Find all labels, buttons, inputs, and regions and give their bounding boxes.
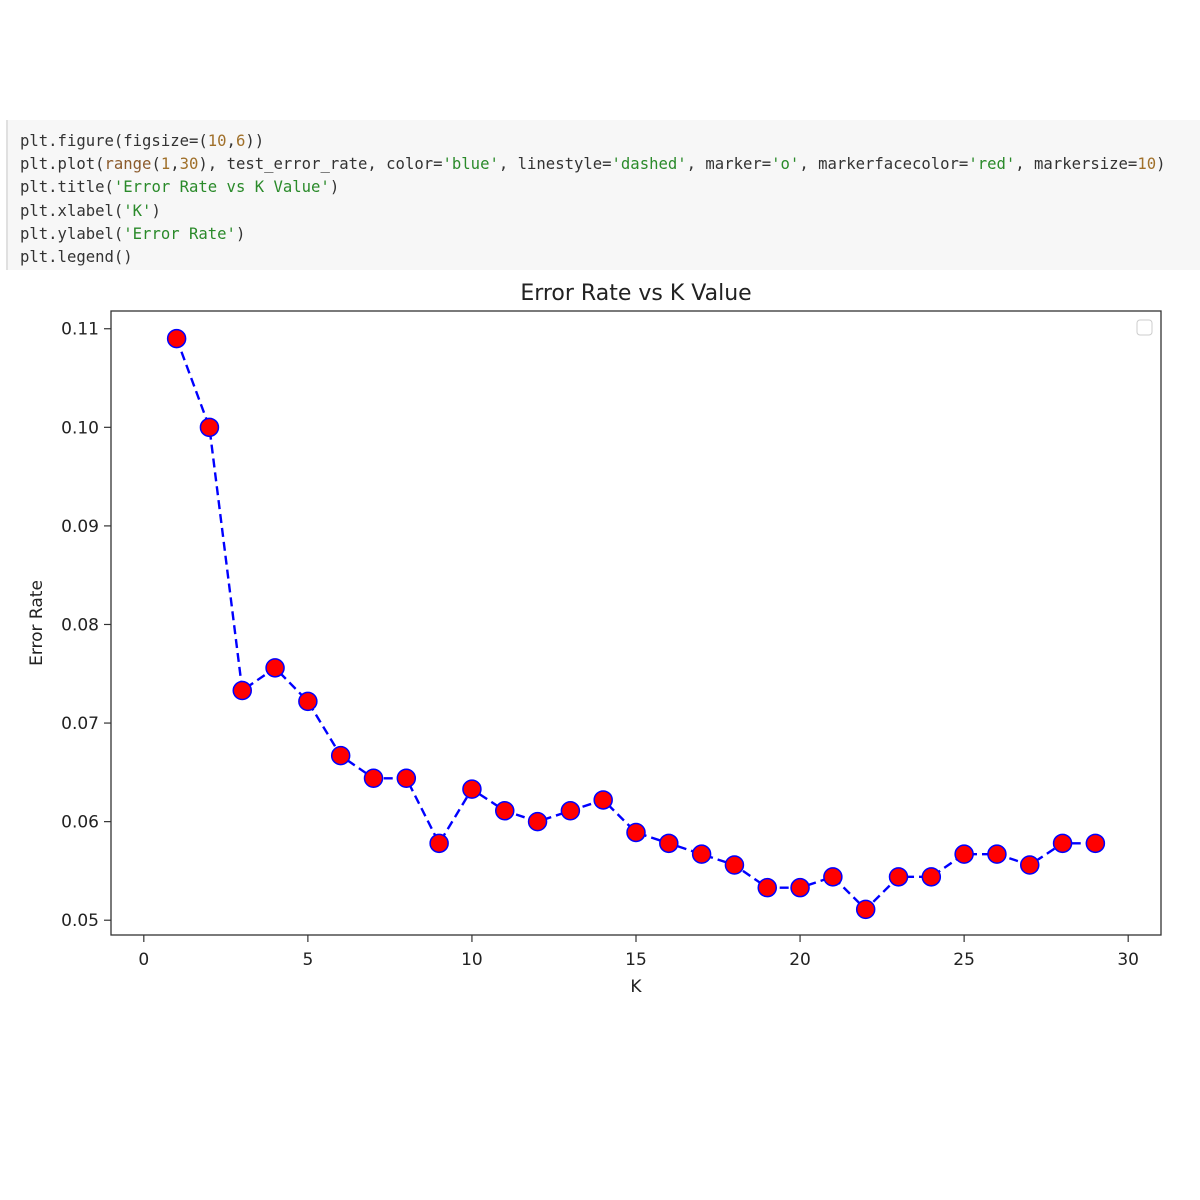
data-point-marker <box>495 801 515 821</box>
code-line: plt.plot(range(1,30), test_error_rate, c… <box>20 155 1166 174</box>
y-tick-label: 0.06 <box>61 813 99 833</box>
data-point-marker <box>330 745 351 766</box>
y-tick-label: 0.08 <box>61 615 99 635</box>
x-axis-title: K <box>630 977 642 997</box>
x-tick-label: 10 <box>461 950 483 970</box>
data-point-marker <box>593 790 613 810</box>
data-point-marker <box>1085 833 1106 854</box>
x-tick-label: 30 <box>1117 950 1139 970</box>
data-point-marker <box>1020 855 1040 875</box>
data-point-marker <box>757 877 777 898</box>
x-tick-label: 0 <box>138 950 149 970</box>
x-tick-label: 15 <box>625 950 647 970</box>
data-point-marker <box>396 768 417 789</box>
chart-title: Error Rate vs K Value <box>520 281 751 306</box>
x-tick-label: 20 <box>789 950 811 970</box>
data-point-marker <box>429 833 449 854</box>
data-point-marker <box>888 867 909 887</box>
data-point-marker <box>363 768 384 789</box>
series-markers <box>166 328 1106 920</box>
data-point-marker <box>921 867 942 887</box>
data-point-marker <box>987 844 1007 864</box>
x-tick-label: 25 <box>953 950 975 970</box>
code-cell[interactable]: plt.figure(figsize=(10,6)) plt.plot(range… <box>6 120 1200 270</box>
data-point-marker <box>1052 833 1073 854</box>
y-axis-title: Error Rate <box>27 580 47 666</box>
x-axis: 0 5 10 15 20 25 30 <box>138 935 1139 970</box>
y-tick-label: 0.05 <box>61 911 99 931</box>
data-point-marker <box>232 680 252 701</box>
data-point-marker <box>527 811 548 832</box>
data-point-marker <box>724 855 745 875</box>
code-line: plt.xlabel('K') <box>20 201 161 220</box>
code-line: plt.figure(figsize=(10,6)) <box>20 132 265 150</box>
data-point-marker <box>823 867 843 887</box>
y-tick-label: 0.10 <box>61 418 99 438</box>
legend-box <box>1136 319 1153 336</box>
code-lines: plt.figure(figsize=(10,6)) plt.plot(range… <box>20 130 1166 269</box>
chart: Error Rate vs K Value 0 5 10 15 20 25 30 0.050… <box>27 281 1162 997</box>
data-point-marker <box>298 691 318 712</box>
x-tick-label: 5 <box>302 950 313 970</box>
data-point-marker <box>659 833 679 854</box>
code-line: plt.ylabel('Error Rate') <box>20 224 246 243</box>
data-point-marker <box>462 779 482 799</box>
data-point-marker <box>626 822 646 843</box>
data-point-marker <box>954 844 974 864</box>
code-line: plt.title('Error Rate vs K Value') <box>20 178 340 197</box>
data-point-marker <box>855 899 876 920</box>
y-tick-label: 0.07 <box>61 714 99 734</box>
data-point-marker <box>560 801 581 821</box>
y-tick-label: 0.09 <box>61 517 99 537</box>
data-point-marker <box>790 877 810 898</box>
data-point-marker <box>265 658 285 678</box>
data-point-marker <box>199 417 220 438</box>
code-line: plt.legend() <box>20 248 133 267</box>
data-point-marker <box>166 328 187 349</box>
y-tick-label: 0.11 <box>61 320 99 340</box>
data-point-marker <box>691 844 712 864</box>
y-axis: 0.05 0.06 0.07 0.08 0.09 0.10 0.11 <box>61 320 111 931</box>
